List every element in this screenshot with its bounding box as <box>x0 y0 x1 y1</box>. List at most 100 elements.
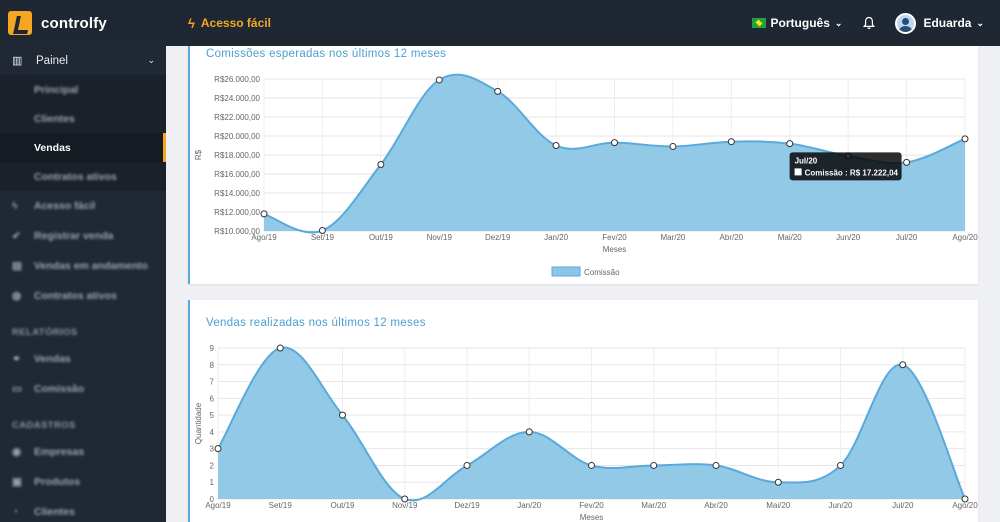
link-icon: ⚭ <box>12 353 21 365</box>
data-point <box>961 495 969 503</box>
chevron-down-icon: ⌄ <box>976 17 984 28</box>
y-tick-label: 9 <box>210 344 215 353</box>
x-tick-label: Jan/20 <box>517 501 542 510</box>
x-tick-label: Mai/20 <box>766 501 791 510</box>
y-tick-label: R$26.000,00 <box>214 75 260 84</box>
logo-icon <box>8 11 32 35</box>
bell-icon[interactable] <box>862 16 876 30</box>
check-circle-icon: ✔ <box>12 230 21 242</box>
y-tick-label: 2 <box>210 461 215 470</box>
plot-area: 0 1 2 3 4 5 6 7 8 9 Ago/19 Set/19 Out/19 Nov/19 Dez/19… <box>194 344 978 522</box>
card-title: Comissões esperadas nos últimos 12 meses <box>206 48 447 60</box>
y-tick-label: 1 <box>210 478 215 487</box>
commission-chart-card: Comissões esperadas nos últimos 12 meses… <box>188 46 978 284</box>
x-tick-label: Set/19 <box>311 233 335 242</box>
sidebar-item-relatorio-vendas[interactable]: ⚭ Vendas <box>12 353 71 365</box>
sidebar-item-principal[interactable]: Principal <box>34 83 79 96</box>
data-point <box>903 158 911 166</box>
data-point <box>318 227 326 235</box>
y-tick-label: R$14.000,00 <box>214 189 260 198</box>
x-tick-label: Fev/20 <box>579 501 604 510</box>
tooltip-label: Comissão : R$ 17.222,04 <box>805 168 899 177</box>
x-tick-label: Ago/19 <box>205 501 231 510</box>
data-point <box>669 142 677 150</box>
y-tick-label: 3 <box>210 445 215 454</box>
x-tick-label: Jul/20 <box>892 501 914 510</box>
sidebar: ▥ Painel ⌄ Principal Clientes Vendas Con… <box>0 46 166 522</box>
data-point <box>899 361 907 369</box>
lightning-icon: ϟ <box>188 15 195 31</box>
tooltip-swatch <box>794 168 802 176</box>
sidebar-item-label: Painel <box>36 54 68 67</box>
globe-icon: ◍ <box>12 290 22 302</box>
tooltip-title: Jul/20 <box>795 156 818 165</box>
data-point <box>525 428 533 436</box>
legend-label: Comissão <box>584 268 620 277</box>
x-tick-label: Dez/19 <box>485 233 511 242</box>
x-tick-label: Nov/19 <box>427 233 453 242</box>
data-point <box>611 139 618 147</box>
brazil-flag-icon <box>751 18 766 28</box>
sidebar-item-painel[interactable]: ▥ Painel ⌄ <box>0 46 166 75</box>
chevron-down-icon: ⌄ <box>147 55 155 65</box>
x-tick-label: Jun/20 <box>828 501 853 510</box>
sales-chart[interactable]: 0 1 2 3 4 5 6 7 8 9 Ago/19 Set/19 Out/19 Nov/19 Dez/19… <box>190 300 980 522</box>
sidebar-item-contratos-ativos[interactable]: Contratos ativos <box>34 170 117 183</box>
y-axis-title: Quantidade <box>194 402 203 444</box>
data-point <box>588 461 595 469</box>
sidebar-item-relatorio-comissao[interactable]: ▭ Comissão <box>12 383 85 395</box>
x-tick-label: Jul/20 <box>896 233 918 242</box>
user-name: Eduarda <box>923 16 972 30</box>
data-point <box>276 344 284 352</box>
sidebar-item-empresas[interactable]: ◉ Empresas <box>12 446 85 458</box>
sidebar-item-clientes-cad[interactable]: ◔ Clientes <box>12 506 75 518</box>
y-tick-label: 6 <box>210 394 215 403</box>
x-tick-label: Ago/20 <box>952 501 978 510</box>
data-point <box>494 87 502 95</box>
chevron-down-icon: ⌄ <box>834 17 843 28</box>
x-tick-label: Mai/20 <box>778 233 803 242</box>
y-tick-label: R$24.000,00 <box>214 94 260 103</box>
x-tick-label: Abr/20 <box>720 233 744 242</box>
sidebar-item-registrar-venda[interactable]: ✔ Registrar venda <box>12 230 114 242</box>
x-tick-label: Out/19 <box>369 233 394 242</box>
painel-submenu: Principal Clientes Vendas Contratos ativ… <box>0 75 166 191</box>
sidebar-item-acesso-facil[interactable]: ϟ Acesso fácil <box>12 200 96 212</box>
sidebar-item-clientes[interactable]: Clientes <box>34 112 75 125</box>
language-selector[interactable]: Português ⌄ <box>751 16 843 30</box>
folder-icon: ▭ <box>12 383 22 395</box>
lightning-icon: ϟ <box>12 200 18 212</box>
plot-area: R$10.000,00 R$12.000,00 R$14.000,00 R$16.00… <box>194 73 978 277</box>
sales-chart-card: Vendas realizadas nos últimos 12 meses 0… <box>188 300 978 522</box>
brand-name: controlfy <box>41 14 107 32</box>
top-bar: controlfy ϟ Acesso fácil Português ⌄ Edu… <box>0 0 1000 46</box>
legend: Comissão <box>551 266 620 277</box>
inbox-icon: ▤ <box>12 260 22 272</box>
sidebar-item-vendas-andamento[interactable]: ▤ Vendas em andamento <box>12 260 148 272</box>
building-icon: ◉ <box>12 446 22 458</box>
x-tick-label: Out/19 <box>330 501 355 510</box>
data-point <box>712 461 720 469</box>
data-point <box>837 461 844 469</box>
section-cadastros: CADASTROS <box>12 420 76 431</box>
brand[interactable]: controlfy <box>0 11 166 35</box>
y-axis-title: R$ <box>194 149 203 160</box>
sidebar-item-produtos[interactable]: ▣ Produtos <box>12 476 81 488</box>
box-icon: ▣ <box>12 476 22 488</box>
commission-chart[interactable]: R$10.000,00 R$12.000,00 R$14.000,00 R$16.00… <box>190 46 980 284</box>
series-area <box>218 347 965 501</box>
sidebar-item-vendas[interactable]: Vendas <box>0 133 166 162</box>
y-tick-label: R$12.000,00 <box>214 208 260 217</box>
data-point <box>260 210 268 218</box>
quick-access-link[interactable]: ϟ Acesso fácil <box>188 16 271 31</box>
x-tick-label: Abr/20 <box>704 501 728 510</box>
data-point <box>961 135 969 143</box>
x-tick-label: Fev/20 <box>602 233 627 242</box>
user-menu[interactable]: Eduarda ⌄ <box>895 12 984 34</box>
series-line <box>217 346 966 502</box>
users-icon: ◔ <box>12 506 19 518</box>
data-point <box>786 140 794 148</box>
sidebar-item-contratos[interactable]: ◍ Contratos ativos <box>12 290 117 302</box>
bar-chart-icon: ▥ <box>12 55 23 67</box>
y-tick-label: 4 <box>210 428 215 437</box>
